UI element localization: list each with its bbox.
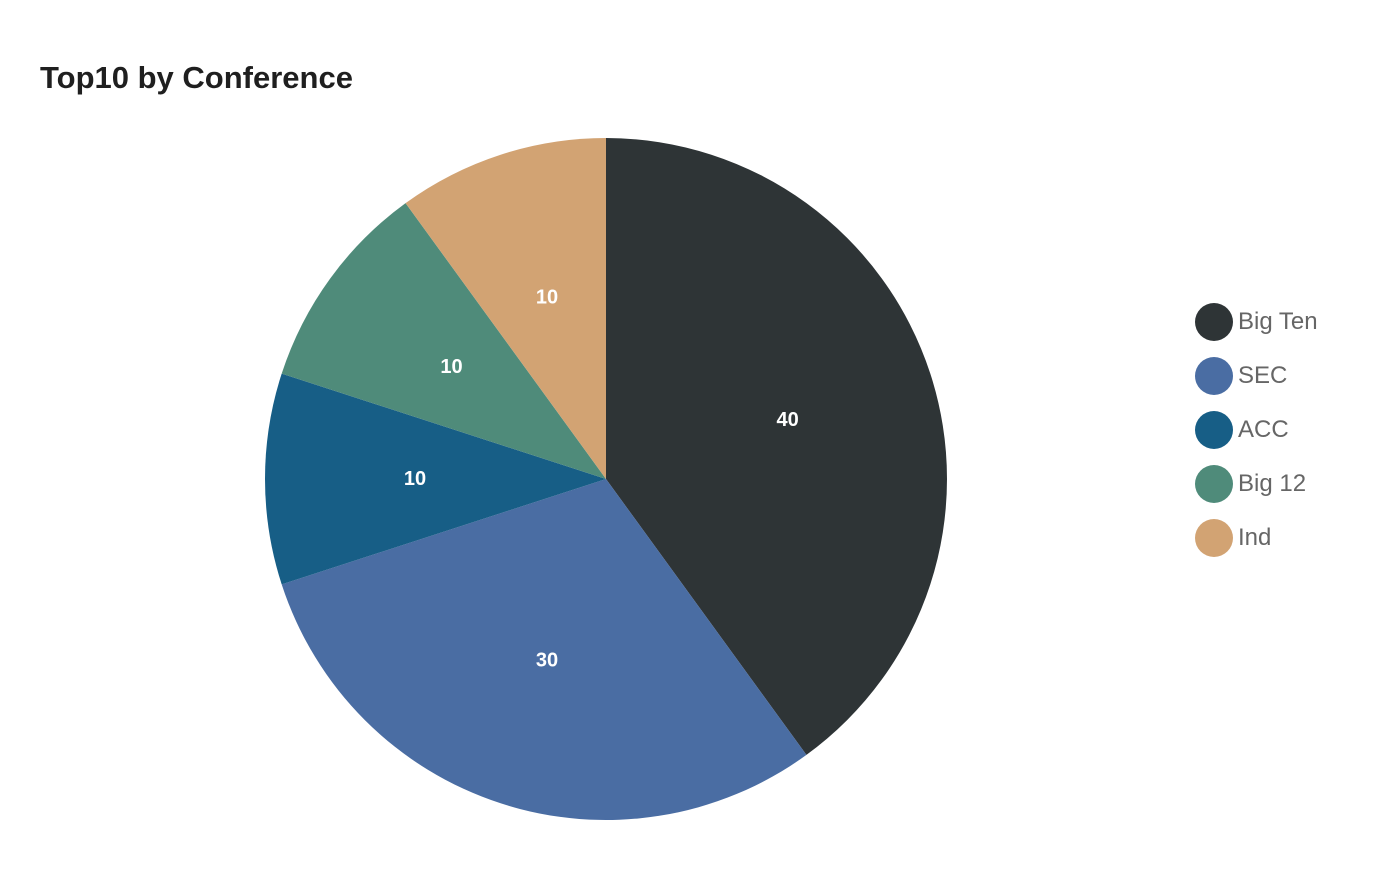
legend-swatch: [1195, 411, 1233, 449]
pie-slice-acc[interactable]: [265, 373, 606, 585]
legend-item-big-12[interactable]: Big 12: [1195, 465, 1318, 503]
legend-swatch: [1195, 465, 1233, 503]
pie-labels: 40 30 10 10 10: [404, 286, 799, 671]
pie-slices: [265, 138, 947, 821]
legend-swatch: [1195, 519, 1233, 557]
legend-label: ACC: [1238, 416, 1289, 443]
legend-swatch: [1195, 303, 1233, 341]
legend-swatch: [1195, 357, 1233, 395]
pie-slice-big-12[interactable]: [281, 203, 606, 480]
pie-slice-ind[interactable]: [405, 138, 606, 479]
legend-label: Big Ten: [1238, 308, 1318, 335]
pie-slice-big-ten[interactable]: [606, 138, 947, 755]
legend: Big Ten SEC ACC Big 12 Ind: [1195, 303, 1318, 573]
legend-item-acc[interactable]: ACC: [1195, 411, 1318, 449]
slice-value-label: 10: [440, 356, 462, 378]
legend-item-ind[interactable]: Ind: [1195, 519, 1318, 557]
slice-value-label: 10: [404, 468, 426, 490]
chart-title: Top10 by Conference: [40, 60, 353, 95]
slice-value-label: 10: [536, 286, 558, 308]
slice-value-label: 40: [776, 409, 798, 431]
legend-label: SEC: [1238, 362, 1288, 389]
pie-slice-sec[interactable]: [281, 479, 807, 821]
legend-label: Big 12: [1238, 470, 1307, 497]
legend-label: Ind: [1238, 524, 1272, 551]
legend-item-sec[interactable]: SEC: [1195, 357, 1318, 395]
slice-value-label: 30: [536, 650, 558, 672]
legend-item-big-ten[interactable]: Big Ten: [1195, 303, 1318, 341]
